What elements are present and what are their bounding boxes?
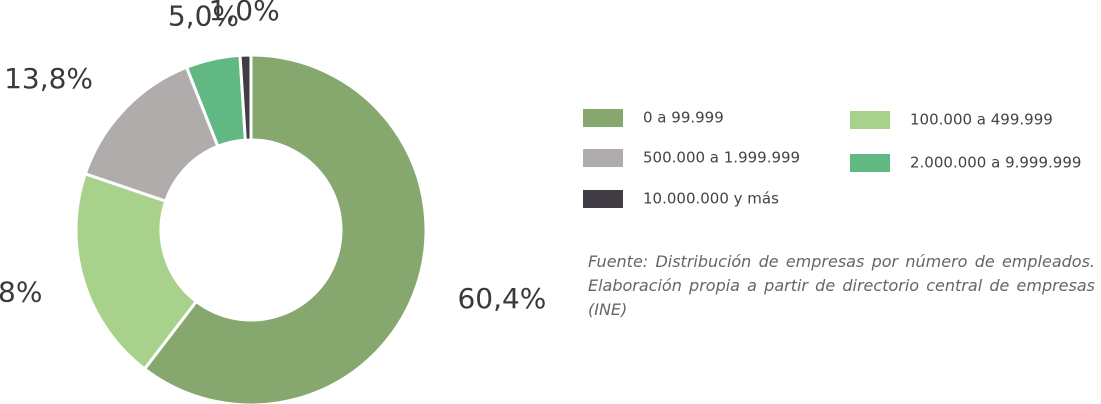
legend-label: 100.000 a 499.999 [910,111,1053,129]
donut-slice [74,171,199,372]
legend-swatch [583,149,623,167]
legend-swatch [583,109,623,127]
data-label: 13,8% [4,62,93,95]
donut-slice [238,53,253,142]
data-label: 19,8% [0,275,42,308]
data-label: 1,0% [209,0,280,27]
legend-swatch [850,111,890,129]
donut-slice [142,53,428,404]
legend-label: 2.000.000 a 9.999.999 [910,154,1081,172]
legend-label: 10.000.000 y más [643,190,779,208]
legend-label: 0 a 99.999 [643,109,724,127]
data-label: 60,4% [457,282,546,315]
legend-swatch [850,154,890,172]
legend-label: 500.000 a 1.999.999 [643,149,800,167]
source-note: Fuente: Distribución de empresas por núm… [588,252,1095,319]
data-label: 5,0% [168,0,239,32]
legend-swatch [583,190,623,208]
